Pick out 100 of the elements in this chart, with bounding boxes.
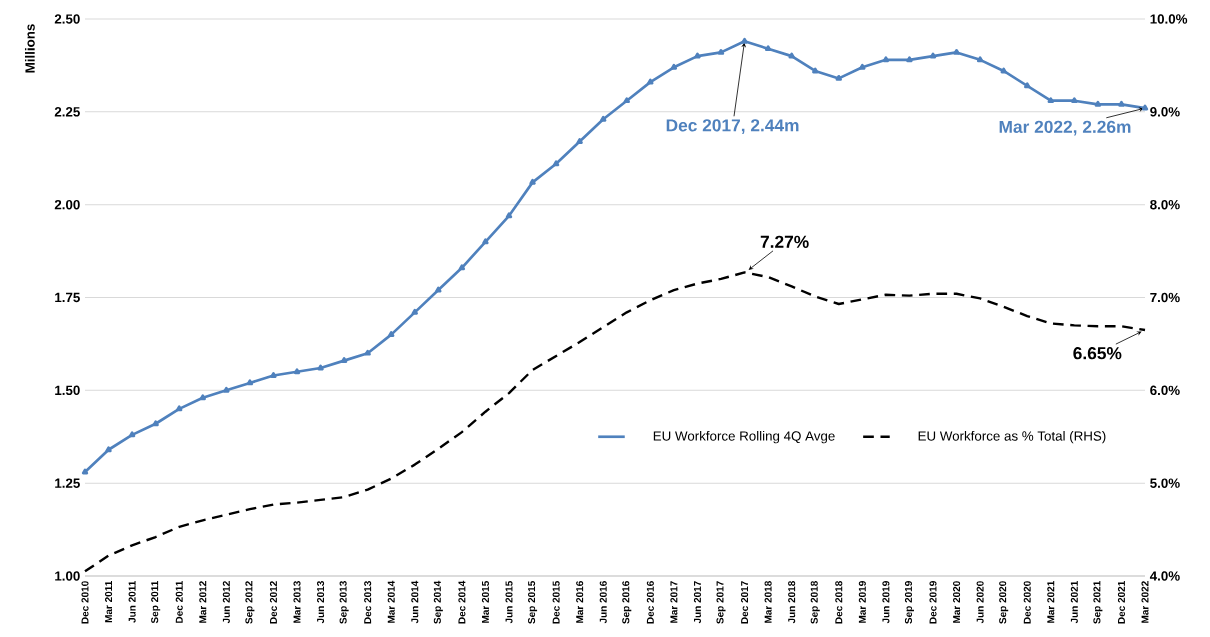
point bbox=[812, 67, 819, 74]
point bbox=[670, 63, 678, 70]
point bbox=[835, 74, 842, 81]
annotation: Dec 2017, 2.44m bbox=[666, 119, 799, 134]
point bbox=[741, 37, 748, 44]
x-tick-label: Dec 2014 bbox=[458, 580, 466, 624]
point bbox=[482, 238, 489, 245]
x-tick-label: Dec 2012 bbox=[269, 581, 277, 624]
x-tick-label: Mar 2017 bbox=[670, 581, 678, 623]
point bbox=[1024, 82, 1031, 89]
y2-tick-label: 10.0% bbox=[1150, 14, 1188, 24]
x-tick-label: Jun 2018 bbox=[788, 581, 796, 624]
y-tick-label: 1.75 bbox=[55, 292, 80, 303]
point bbox=[505, 212, 513, 219]
point bbox=[788, 52, 795, 59]
point bbox=[199, 394, 206, 401]
x-tick-label: Jun 2014 bbox=[411, 580, 419, 624]
x-tick-label: Dec 2011 bbox=[175, 580, 183, 623]
point bbox=[176, 405, 183, 412]
point bbox=[1094, 100, 1102, 107]
x-tick-label: Dec 2020 bbox=[1023, 581, 1031, 624]
x-tick-label: Sep 2012 bbox=[245, 581, 255, 624]
point bbox=[411, 308, 418, 315]
x-tick-label: Mar 2014 bbox=[387, 580, 395, 623]
point bbox=[717, 48, 725, 55]
point bbox=[1071, 97, 1078, 104]
x-tick-label: Jun 2013 bbox=[317, 581, 325, 624]
point bbox=[764, 45, 772, 52]
x-tick-label: Dec 2015 bbox=[552, 581, 560, 624]
point bbox=[906, 56, 913, 63]
point bbox=[317, 364, 324, 371]
x-tick-label: Jun 2019 bbox=[882, 581, 890, 624]
point bbox=[293, 368, 301, 375]
x-tick-label: Jun 2020 bbox=[976, 581, 984, 624]
x-tick-label: Dec 2018 bbox=[835, 581, 843, 624]
point bbox=[882, 56, 890, 63]
y-tick-label: 2.00 bbox=[54, 199, 80, 210]
x-tick-label: Sep 2011 bbox=[151, 580, 161, 624]
x-tick-label: Dec 2017 bbox=[741, 581, 749, 624]
x-tick-label: Dec 2013 bbox=[364, 581, 372, 624]
legend-label: EU Workforce Rolling 4Q Avge bbox=[653, 430, 835, 444]
x-tick-label: Mar 2018 bbox=[764, 581, 772, 623]
x-tick-label: Sep 2013 bbox=[339, 581, 349, 624]
point bbox=[647, 78, 654, 85]
x-tick-label: Mar 2015 bbox=[481, 581, 489, 623]
y2-tick-label: 4.0% bbox=[1149, 571, 1180, 581]
point bbox=[552, 160, 560, 167]
point bbox=[340, 357, 348, 364]
x-tick-label: Jun 2017 bbox=[693, 581, 701, 624]
x-tick-label: Mar 2013 bbox=[293, 581, 301, 623]
x-tick-label: Jun 2021 bbox=[1070, 580, 1078, 624]
x-tick-label: Sep 2015 bbox=[528, 580, 538, 624]
point bbox=[529, 178, 536, 185]
x-tick-label: Dec 2021 bbox=[1117, 581, 1125, 624]
point bbox=[128, 431, 136, 438]
x-tick-label: Mar 2021 bbox=[1047, 581, 1055, 623]
annotation: 6.65% bbox=[1073, 347, 1122, 360]
point bbox=[105, 446, 112, 453]
x-tick-label: Sep 2020 bbox=[999, 581, 1009, 624]
y-tick-label: 1.50 bbox=[55, 385, 80, 396]
point bbox=[435, 286, 442, 293]
y2-tick-label: 9.0% bbox=[1150, 107, 1180, 117]
legend-label: EU Workforce as % Total (RHS) bbox=[918, 430, 1106, 444]
x-tick-label: Dec 2010 bbox=[81, 581, 89, 624]
point bbox=[1000, 67, 1007, 74]
x-tick-label: Jun 2011 bbox=[128, 580, 136, 623]
annotation: 7.27% bbox=[760, 235, 809, 248]
x-tick-label: Mar 2020 bbox=[953, 581, 961, 623]
y2-tick-label: 8.0% bbox=[1150, 199, 1180, 210]
y-tick-label: 2.25 bbox=[54, 107, 80, 117]
x-tick-label: Sep 2017 bbox=[716, 581, 726, 624]
point bbox=[223, 386, 230, 393]
x-tick-label: Mar 2022 bbox=[1141, 581, 1149, 623]
y2-tick-label: 5.0% bbox=[1150, 478, 1180, 488]
x-tick-label: Sep 2018 bbox=[810, 581, 820, 624]
point bbox=[859, 63, 866, 70]
point bbox=[1141, 104, 1149, 111]
point bbox=[953, 48, 960, 55]
point bbox=[1047, 97, 1054, 104]
point bbox=[1118, 100, 1125, 107]
x-tick-label: Sep 2021 bbox=[1093, 580, 1103, 624]
point bbox=[694, 52, 701, 59]
y2-tick-label: 6.0% bbox=[1150, 385, 1180, 396]
annotation: Mar 2022, 2.26m bbox=[999, 120, 1131, 136]
x-tick-label: Sep 2014 bbox=[433, 580, 443, 624]
point bbox=[576, 138, 583, 144]
point bbox=[81, 468, 89, 475]
x-tick-label: Mar 2012 bbox=[199, 581, 207, 623]
x-tick-label: Dec 2019 bbox=[929, 581, 937, 624]
y-tick-label: 1.00 bbox=[55, 571, 80, 581]
x-tick-label: Sep 2016 bbox=[622, 581, 632, 624]
x-tick-label: Mar 2016 bbox=[576, 581, 584, 623]
x-tick-label: Mar 2019 bbox=[858, 581, 866, 623]
y-tick-label: 2.50 bbox=[54, 14, 80, 24]
point bbox=[388, 331, 395, 338]
point bbox=[976, 56, 984, 63]
x-tick-label: Mar 2011 bbox=[105, 580, 113, 623]
point bbox=[600, 115, 607, 122]
point bbox=[270, 372, 277, 378]
x-tick-label: Jun 2012 bbox=[222, 581, 230, 624]
